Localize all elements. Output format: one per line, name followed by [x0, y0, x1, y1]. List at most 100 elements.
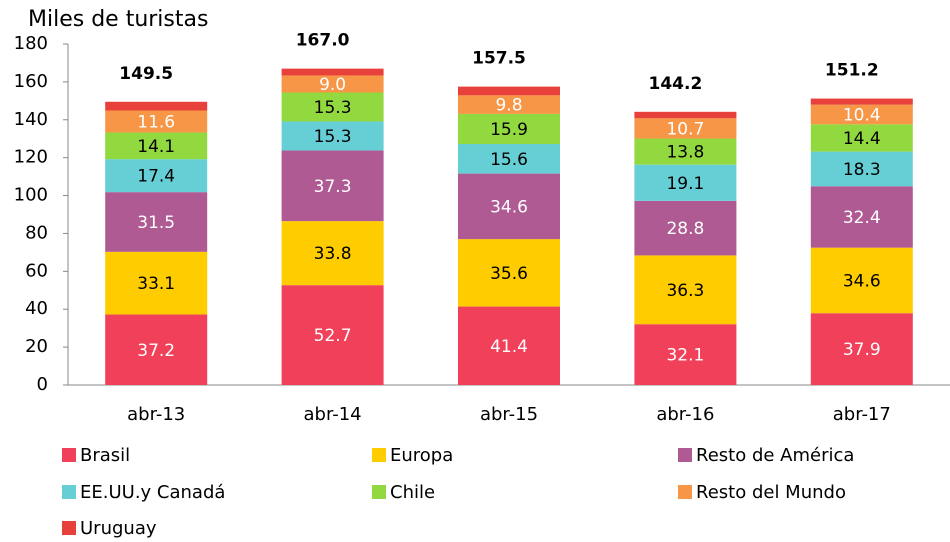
x-tick-label: abr-14 [304, 404, 362, 425]
total-label: 157.5 [472, 49, 526, 69]
legend-label: EE.UU.y Canadá [80, 482, 225, 503]
x-tick-label: abr-16 [656, 404, 714, 425]
bar-segment [458, 113, 560, 145]
bar-segment [105, 101, 208, 111]
bar-segment [634, 200, 737, 256]
bar-segment [810, 313, 913, 385]
legend-swatch [372, 485, 386, 499]
legend-swatch [678, 485, 692, 499]
data-label: 19.1 [666, 174, 704, 194]
bar-segment [810, 104, 913, 125]
bar-segment [810, 98, 913, 105]
bar-segment [281, 150, 384, 222]
legend-swatch [372, 448, 386, 462]
data-label: 36.3 [666, 281, 704, 301]
bar-segment [458, 306, 560, 385]
data-label: 10.4 [843, 105, 881, 125]
total-label: 151.2 [825, 61, 879, 81]
bar-segment [105, 110, 208, 133]
y-tick-label: 160 [14, 71, 48, 92]
data-label: 34.6 [490, 197, 528, 217]
bar-segment [105, 159, 208, 193]
bar-segment [105, 192, 208, 252]
bar-segment [810, 151, 913, 187]
data-label: 33.8 [314, 244, 352, 264]
legend-swatch [62, 521, 76, 535]
legend-label: Resto del Mundo [696, 482, 846, 503]
x-tick-label: abr-13 [127, 404, 185, 425]
total-label: 144.2 [649, 74, 703, 94]
data-label: 13.8 [666, 143, 704, 163]
data-label: 34.6 [843, 271, 881, 291]
chart-title: Miles de turistas [28, 7, 208, 32]
data-label: 10.7 [666, 119, 704, 139]
total-label: 167.0 [296, 31, 350, 51]
data-label: 33.1 [137, 274, 175, 294]
y-tick-label: 100 [14, 185, 48, 206]
y-tick-label: 180 [14, 33, 48, 54]
bar-segment [810, 124, 913, 152]
y-tick-label: 0 [37, 374, 48, 395]
bar-segment [281, 285, 384, 385]
y-tick-label: 140 [14, 109, 48, 130]
data-label: 14.4 [843, 129, 881, 149]
bar-segment [634, 118, 737, 139]
bar-segment [458, 239, 560, 307]
y-tick-label: 20 [25, 336, 48, 357]
data-label: 18.3 [843, 160, 881, 180]
bar-segment [281, 92, 384, 122]
bar-segment [458, 144, 560, 174]
bar-segment [634, 324, 737, 385]
legend-label: Chile [390, 482, 435, 503]
data-label: 17.4 [137, 167, 175, 187]
data-label: 11.6 [137, 112, 175, 132]
data-label: 15.3 [314, 127, 352, 147]
bar-segment [105, 132, 208, 160]
y-tick-label: 120 [14, 147, 48, 168]
data-label: 28.8 [666, 219, 704, 239]
bar-segment [458, 86, 560, 96]
total-label: 149.5 [119, 64, 173, 84]
data-label: 37.9 [843, 340, 881, 360]
data-label: 52.7 [314, 326, 352, 346]
bar-segment [281, 221, 384, 286]
bar-segment [281, 68, 384, 76]
bar-segment [281, 121, 384, 151]
bar-segment [634, 111, 737, 119]
data-label: 32.4 [843, 208, 881, 228]
legend-swatch [678, 448, 692, 462]
bar-segment [810, 247, 913, 314]
y-tick-label: 40 [25, 298, 48, 319]
bar-segment [634, 255, 737, 325]
y-tick-label: 80 [25, 222, 48, 243]
bar-segment [281, 75, 384, 93]
data-label: 41.4 [490, 337, 528, 357]
bar-segment [105, 251, 208, 315]
legend-label: Uruguay [80, 518, 157, 539]
data-label: 14.1 [137, 137, 175, 157]
bar-segment [810, 186, 913, 248]
x-tick-label: abr-17 [833, 404, 891, 425]
data-label: 35.6 [490, 264, 528, 284]
data-label: 37.3 [314, 177, 352, 197]
legend-label: Resto de América [696, 445, 854, 466]
data-label: 15.3 [314, 98, 352, 118]
bar-segment [458, 173, 560, 240]
bar-segment [634, 164, 737, 201]
data-label: 15.9 [490, 120, 528, 140]
data-label: 15.6 [490, 150, 528, 170]
bar-segment [634, 138, 737, 165]
legend-label: Brasil [80, 445, 130, 466]
data-label: 37.2 [137, 341, 175, 361]
bar-segment [458, 95, 560, 114]
legend-swatch [62, 485, 76, 499]
y-tick-label: 60 [25, 260, 48, 281]
data-label: 32.1 [666, 346, 704, 366]
data-label: 9.0 [319, 75, 346, 95]
data-label: 31.5 [137, 213, 175, 233]
legend-label: Europa [390, 445, 453, 466]
bar-segment [105, 314, 208, 385]
data-label: 9.8 [495, 96, 522, 116]
legend-swatch [62, 448, 76, 462]
